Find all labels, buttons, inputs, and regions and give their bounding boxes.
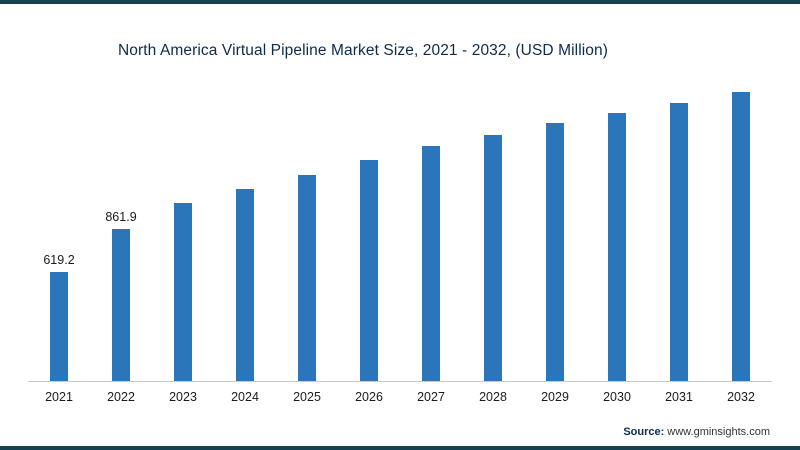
bar-column-2022: 861.9 <box>90 81 152 381</box>
bar-2029 <box>546 123 564 381</box>
x-tick-2030: 2030 <box>603 390 631 404</box>
bar-2021 <box>50 272 68 381</box>
bar-2023 <box>174 203 192 381</box>
plot-area: 619.2 861.9 <box>28 81 772 382</box>
bar-column-2030 <box>586 81 648 381</box>
bar-column-2024 <box>214 81 276 381</box>
x-tick-2027: 2027 <box>417 390 445 404</box>
x-tick-2022: 2022 <box>107 390 135 404</box>
bar-2024 <box>236 189 254 381</box>
x-tick-2029: 2029 <box>541 390 569 404</box>
x-tick-2021: 2021 <box>45 390 73 404</box>
bar-column-2023 <box>152 81 214 381</box>
x-axis-labels: 2021 2022 2023 2024 2025 2026 2027 2028 2029 2030… <box>28 390 772 408</box>
x-tick-2025: 2025 <box>293 390 321 404</box>
bar-column-2029 <box>524 81 586 381</box>
bar-value-label-2021: 619.2 <box>43 253 75 267</box>
bar-2032 <box>732 92 750 381</box>
bar-2026 <box>360 160 378 381</box>
bar-2031 <box>670 103 688 381</box>
source-label: Source: <box>623 426 665 438</box>
x-tick-2023: 2023 <box>169 390 197 404</box>
bar-value-label-2022: 861.9 <box>105 210 137 224</box>
bar-2028 <box>484 135 502 381</box>
chart-title: North America Virtual Pipeline Market Si… <box>118 42 608 59</box>
x-tick-2032: 2032 <box>727 390 755 404</box>
bar-column-2028 <box>462 81 524 381</box>
bar-column-2032 <box>710 81 772 381</box>
bar-2022 <box>112 229 130 381</box>
x-tick-2026: 2026 <box>355 390 383 404</box>
x-tick-2031: 2031 <box>665 390 693 404</box>
bar-column-2031 <box>648 81 710 381</box>
bar-column-2026 <box>338 81 400 381</box>
x-tick-2028: 2028 <box>479 390 507 404</box>
source-url: www.gminsights.com <box>667 426 770 438</box>
bar-2025 <box>298 175 316 381</box>
bar-column-2027 <box>400 81 462 381</box>
bar-2030 <box>608 113 626 381</box>
bar-2027 <box>422 146 440 381</box>
bar-column-2021: 619.2 <box>28 81 90 381</box>
source-line: Source: www.gminsights.com <box>623 426 770 438</box>
x-tick-2024: 2024 <box>231 390 259 404</box>
bar-column-2025 <box>276 81 338 381</box>
